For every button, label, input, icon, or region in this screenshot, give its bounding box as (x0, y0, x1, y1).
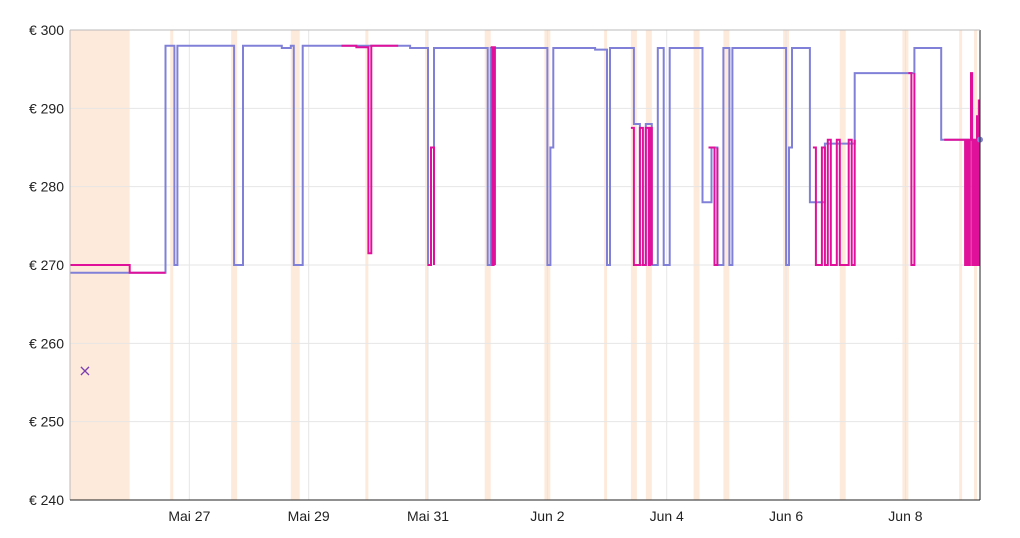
x-tick-label: Jun 6 (769, 508, 803, 524)
x-tick-label: Jun 8 (888, 508, 922, 524)
series-line-magenta (70, 264, 166, 274)
y-tick-label: € 280 (29, 179, 64, 195)
series-line-magenta (341, 44, 399, 255)
y-tick-label: € 300 (29, 22, 64, 38)
x-tick-label: Mai 29 (288, 508, 330, 524)
marker-glyph: × (78, 361, 91, 380)
series-line-magenta (812, 138, 856, 266)
x-tick-label: Mai 27 (168, 508, 210, 524)
series-line-magenta (908, 72, 916, 266)
chart-markers: × (78, 361, 91, 380)
x-tick-label: Mai 31 (407, 508, 449, 524)
chart-axes (69, 29, 981, 501)
series-lines (70, 44, 983, 274)
series-line-magenta (708, 146, 719, 266)
y-tick-label: € 270 (29, 257, 64, 273)
series-line-blue (70, 44, 980, 274)
series-line-magenta (630, 126, 653, 266)
series-line-magenta (428, 146, 435, 266)
y-tick-label: € 250 (29, 414, 64, 430)
x-axis-labels: Mai 27 Mai 29 Mai 31 Jun 2 Jun 4 Jun 6 Jun 8 (168, 508, 922, 524)
y-tick-label: € 240 (29, 492, 64, 508)
series-line-magenta (944, 72, 980, 266)
y-axis-labels: € 240 € 250 € 260 € 270 € 280 € 290 € 300 (29, 22, 64, 508)
y-tick-label: € 260 (29, 335, 64, 351)
series-line-magenta (490, 46, 496, 266)
y-tick-label: € 290 (29, 100, 64, 116)
x-tick-label: Jun 4 (650, 508, 684, 524)
x-tick-label: Jun 2 (530, 508, 564, 524)
